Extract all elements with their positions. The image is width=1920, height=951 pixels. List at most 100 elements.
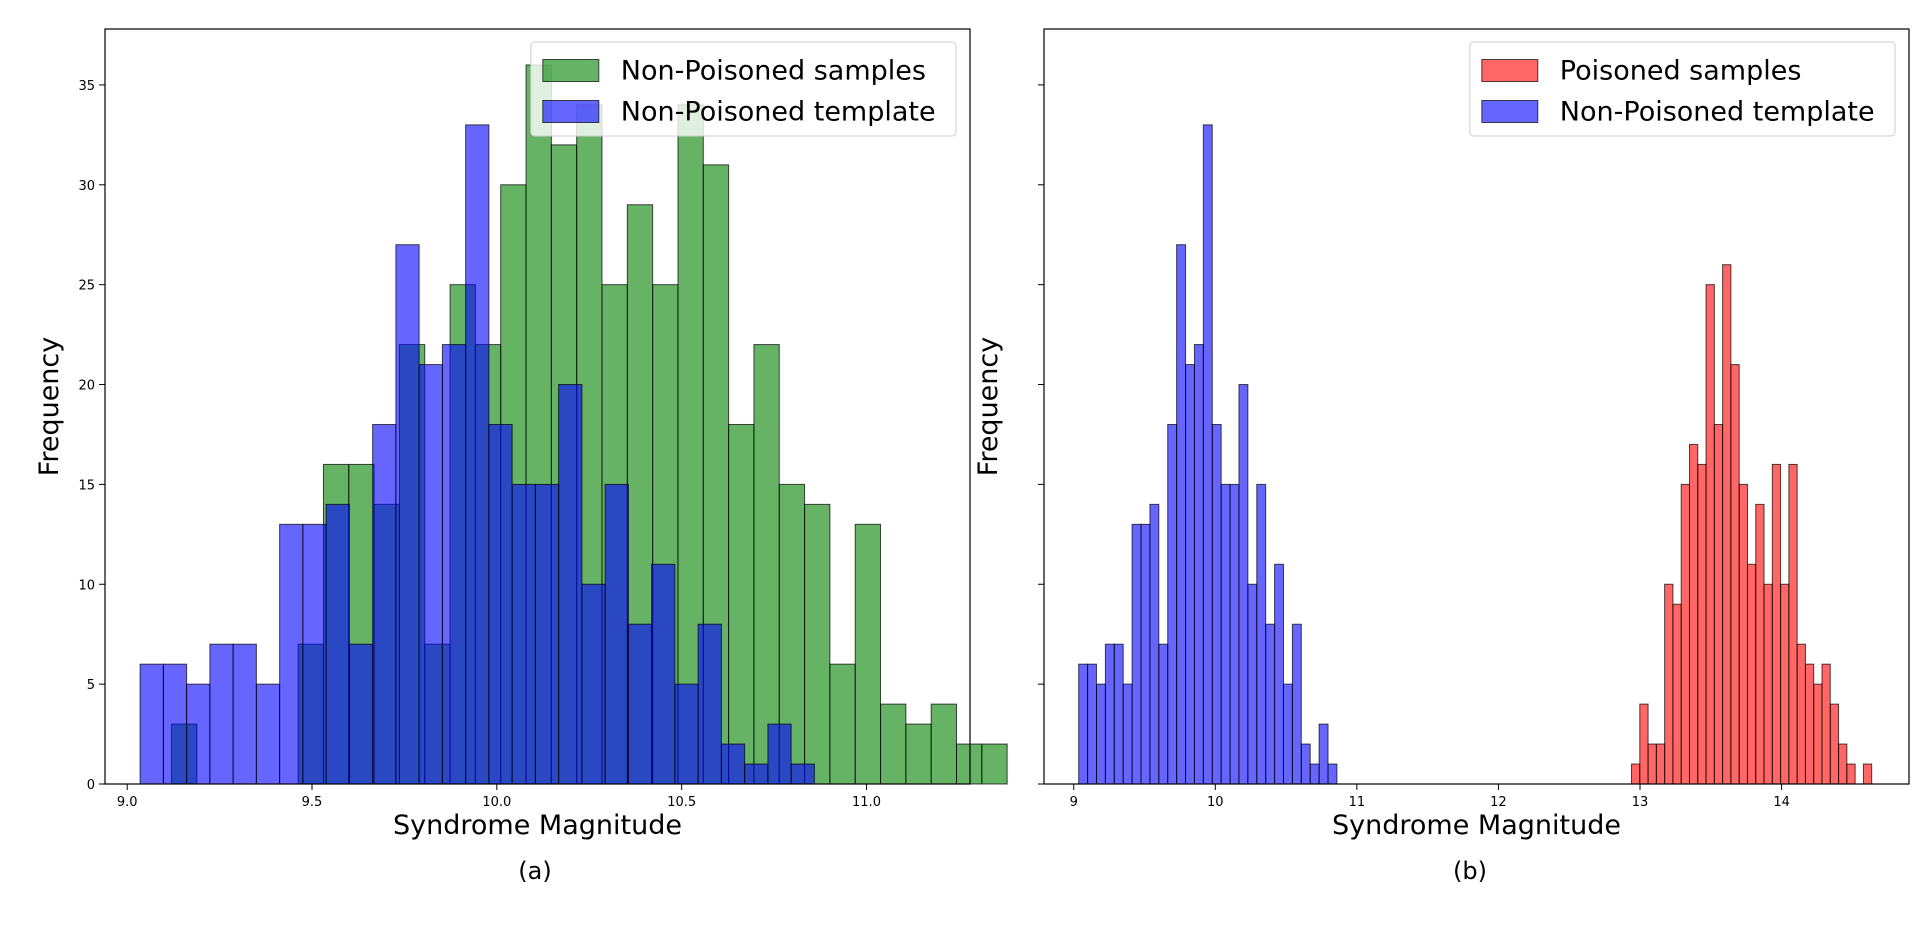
x-tick-label: 9 — [1070, 795, 1078, 810]
histogram-bar — [1846, 763, 1856, 785]
histogram-bar — [1647, 743, 1657, 785]
caption-a: (a) — [518, 857, 552, 885]
y-tick-label: 20 — [78, 379, 95, 394]
histogram-bar — [558, 384, 583, 785]
histogram-bar — [1318, 723, 1329, 785]
legend: Non-Poisoned samples Non-Poisoned templat… — [530, 41, 957, 137]
histogram-bar — [1327, 763, 1338, 785]
histogram-bar — [1158, 643, 1169, 785]
histogram-bar — [348, 643, 374, 785]
histogram-bar — [854, 523, 882, 785]
histogram-bar — [1730, 364, 1740, 785]
series-poisoned-samples — [1631, 264, 1873, 785]
plot-frame — [104, 28, 971, 785]
legend-box — [530, 41, 957, 137]
histogram-bar — [1804, 663, 1815, 785]
histogram-bar — [1655, 743, 1666, 785]
histogram-bar — [1122, 683, 1133, 785]
histogram-bar — [302, 523, 327, 785]
series-non-poisoned-template — [139, 124, 815, 785]
histogram-bar — [753, 344, 780, 785]
series-non-poisoned-template — [1078, 124, 1338, 785]
x-tick-label: 14 — [1773, 795, 1790, 810]
histogram-bar — [1796, 643, 1806, 785]
histogram-bar — [697, 623, 722, 785]
histogram-bar — [804, 503, 831, 785]
legend-label: Non-Poisoned template — [1560, 97, 1875, 128]
histogram-bar — [255, 683, 281, 785]
histogram-bar — [1238, 384, 1249, 785]
histogram-bar — [1813, 683, 1823, 785]
histogram-bar — [905, 723, 932, 785]
caption-b: (b) — [1453, 857, 1487, 885]
legend-label: Non-Poisoned samples — [621, 56, 926, 87]
histogram-bar — [1755, 503, 1765, 785]
histogram-bar — [728, 423, 755, 785]
histogram-bar — [279, 523, 304, 785]
histogram-bar — [674, 683, 699, 785]
y-tick-label: 25 — [78, 279, 95, 294]
histogram-bar — [1167, 423, 1178, 785]
plot-frame — [1043, 28, 1910, 785]
histogram-bar — [1185, 364, 1195, 785]
histogram-bar — [1211, 423, 1222, 785]
histogram-bar — [1309, 763, 1320, 785]
histogram-bar — [829, 663, 856, 785]
histogram-bar — [1780, 583, 1790, 785]
histogram-bar — [232, 643, 257, 785]
y-tick-label: 5 — [87, 678, 95, 693]
histogram-bar — [1078, 663, 1089, 785]
histogram-bar — [1738, 483, 1748, 785]
histogram-bar — [1862, 763, 1873, 785]
histogram-bar — [651, 563, 676, 785]
x-axis-label: Syndrome Magnitude — [1332, 810, 1621, 841]
legend-label: Poisoned samples — [1560, 56, 1802, 87]
histogram-bar — [981, 743, 1008, 785]
histogram-bar — [1274, 563, 1284, 785]
histogram-bar — [1763, 583, 1773, 785]
chart-panel-b: 9 10 11 12 13 14 Syndrome Magnitude Frequency Po… — [973, 28, 1910, 841]
histogram-bar — [162, 663, 188, 785]
histogram-bar — [744, 763, 769, 785]
histogram-bar — [372, 423, 397, 785]
y-tick-label: 15 — [78, 478, 95, 493]
histogram-bar — [1149, 503, 1160, 785]
histogram-bar — [1821, 663, 1831, 785]
histogram-bar — [534, 483, 560, 785]
histogram-bar — [1247, 583, 1258, 785]
histogram-bar — [1680, 483, 1690, 785]
histogram-bar — [1829, 703, 1840, 785]
x-tick-label: 10.0 — [482, 795, 511, 810]
histogram-bar — [488, 423, 513, 785]
x-tick-label: 10.5 — [667, 795, 696, 810]
legend-swatch — [1481, 100, 1539, 123]
histogram-bar — [581, 583, 606, 785]
histogram-bar — [209, 643, 234, 785]
histogram-bar — [627, 623, 653, 785]
histogram-bar — [1705, 284, 1715, 785]
histogram-bar — [930, 703, 958, 785]
y-tick-label: 10 — [78, 578, 95, 593]
histogram-bar — [1113, 643, 1124, 785]
histogram-bar — [1220, 483, 1231, 785]
legend-swatch — [1481, 59, 1539, 82]
y-tick-label: 35 — [78, 79, 95, 94]
histogram-bar — [1265, 623, 1276, 785]
histogram-bar — [465, 124, 490, 785]
x-tick-label: 11 — [1349, 795, 1366, 810]
histogram-bar — [1202, 124, 1213, 785]
x-axis-label: Syndrome Magnitude — [393, 810, 682, 841]
histogram-bar — [767, 723, 792, 785]
histogram-bar — [418, 364, 443, 785]
histogram-bar — [325, 503, 350, 785]
histogram-bar — [1639, 703, 1649, 785]
histogram-bar — [880, 703, 907, 785]
histogram-bar — [1746, 563, 1757, 785]
histogram-bar — [1722, 264, 1732, 785]
histogram-bar — [1256, 483, 1267, 785]
x-tick-label: 12 — [1490, 795, 1507, 810]
histogram-bar — [1131, 523, 1142, 785]
histogram-bar — [1664, 583, 1674, 785]
histogram-bar — [1095, 683, 1106, 785]
